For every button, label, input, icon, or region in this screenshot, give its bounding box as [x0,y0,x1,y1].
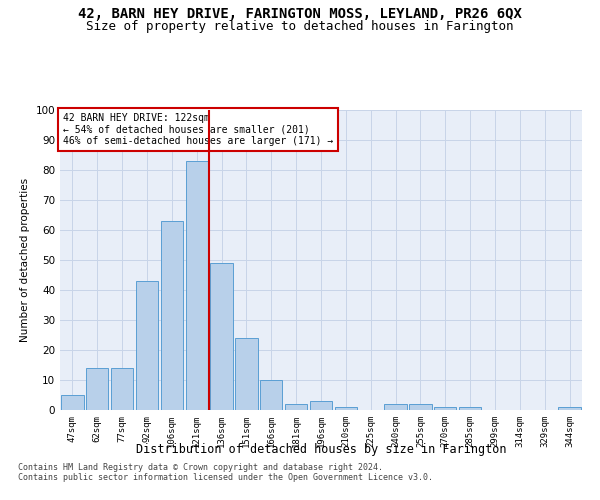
Bar [335,407,357,410]
Bar [185,161,208,410]
Bar [235,338,257,410]
Bar [285,404,307,410]
Bar [211,263,233,410]
Bar [136,281,158,410]
Bar [409,404,431,410]
Bar [260,380,283,410]
Bar [459,407,481,410]
Text: Contains public sector information licensed under the Open Government Licence v3: Contains public sector information licen… [18,474,433,482]
Text: 42 BARN HEY DRIVE: 122sqm
← 54% of detached houses are smaller (201)
46% of semi: 42 BARN HEY DRIVE: 122sqm ← 54% of detac… [62,113,333,146]
Text: Size of property relative to detached houses in Farington: Size of property relative to detached ho… [86,20,514,33]
Bar [559,407,581,410]
Bar [434,407,457,410]
Text: Contains HM Land Registry data © Crown copyright and database right 2024.: Contains HM Land Registry data © Crown c… [18,464,383,472]
Bar [111,368,133,410]
Bar [61,395,83,410]
Bar [385,404,407,410]
Text: 42, BARN HEY DRIVE, FARINGTON MOSS, LEYLAND, PR26 6QX: 42, BARN HEY DRIVE, FARINGTON MOSS, LEYL… [78,8,522,22]
Bar [161,221,183,410]
Bar [86,368,109,410]
Bar [310,401,332,410]
Y-axis label: Number of detached properties: Number of detached properties [20,178,30,342]
Text: Distribution of detached houses by size in Farington: Distribution of detached houses by size … [136,442,506,456]
